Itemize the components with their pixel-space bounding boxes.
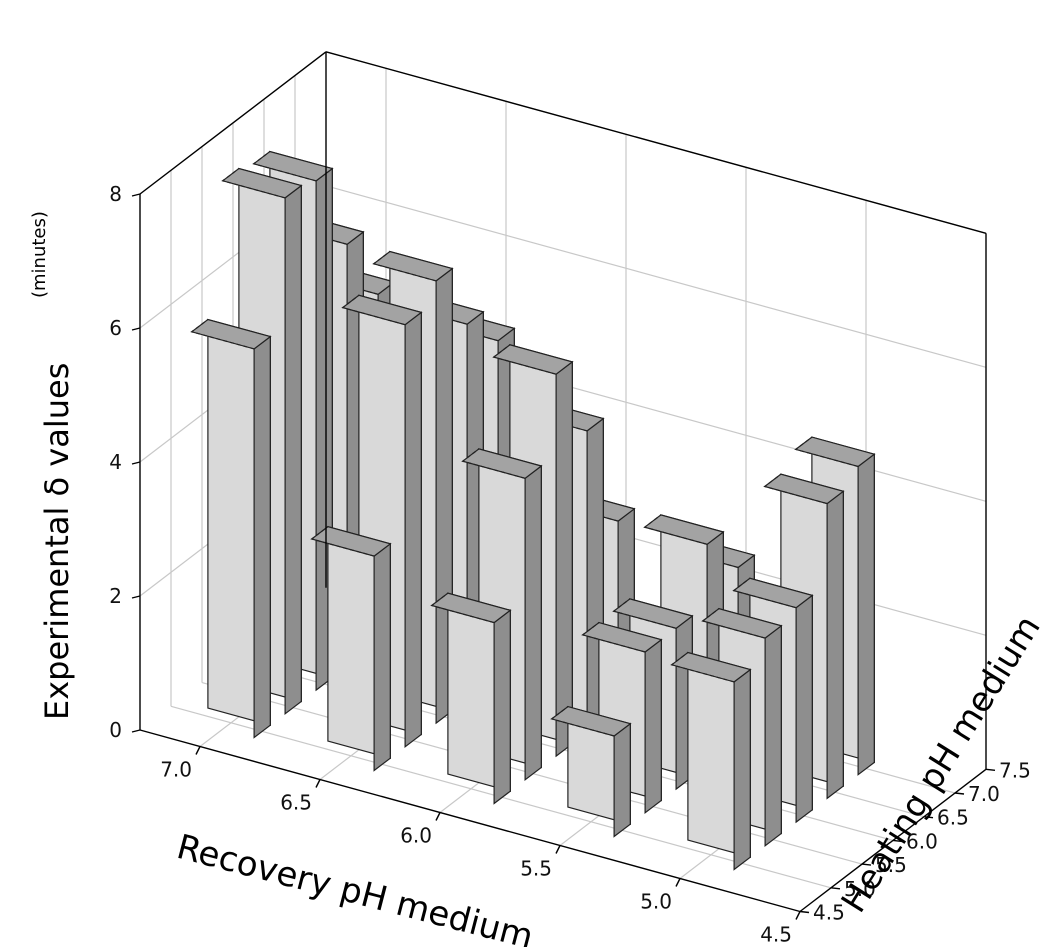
y-tick-label: 7.5 <box>999 758 1031 782</box>
bar <box>190 318 272 739</box>
x-tick-mark <box>555 845 561 854</box>
y-tick-label: 7.0 <box>968 782 1000 806</box>
bar-top-edge <box>550 706 615 737</box>
frame-edge <box>139 51 327 195</box>
bar-front-face <box>613 722 631 838</box>
bar-top-edge <box>612 598 677 629</box>
z-tick-label: 8 <box>109 182 122 206</box>
x-tick-label: 5.0 <box>640 890 672 914</box>
bar-top-edge <box>341 294 406 326</box>
y-tick-mark <box>799 910 810 914</box>
z-tick-mark <box>131 595 141 599</box>
bar-top-edge <box>794 436 859 468</box>
z-tick-mark <box>131 193 141 197</box>
z-tick-mark <box>131 327 141 331</box>
bar-front-face <box>284 184 302 716</box>
z-tick-label: 4 <box>109 450 122 474</box>
x-tick-mark <box>795 911 801 920</box>
bar-top-edge <box>461 448 526 479</box>
y-tick-label: 5.0 <box>844 877 876 901</box>
x-axis-title: Recovery pH medium <box>173 827 538 947</box>
bar-top-edge <box>763 473 828 505</box>
bar-front-face <box>764 624 782 848</box>
z-tick-label: 6 <box>109 316 122 340</box>
bar-top-edge <box>581 622 646 653</box>
y-tick-label: 4.5 <box>813 901 845 925</box>
y-tick-mark <box>923 816 934 819</box>
right-wall-gridline <box>325 185 987 368</box>
x-tick-mark <box>675 878 681 887</box>
bar-top-edge <box>372 251 437 282</box>
bar-top-edge <box>492 344 557 375</box>
ticks-layer: 024687.06.56.05.55.04.54.55.05.56.06.57.… <box>109 182 1031 947</box>
x-tick-label: 4.5 <box>760 923 792 947</box>
y-tick-label: 6.5 <box>937 806 969 830</box>
bar-front-face <box>493 609 511 805</box>
bar-front-face <box>826 490 844 800</box>
x-tick-label: 7.0 <box>160 758 192 782</box>
bar-front-face <box>733 668 751 871</box>
bar-top-edge <box>701 608 766 639</box>
bar <box>430 592 512 805</box>
y-tick-mark <box>830 887 841 890</box>
z-tick-mark <box>131 461 141 465</box>
bar-front-face <box>795 594 813 824</box>
z-tick-label: 0 <box>109 718 122 742</box>
bar-top-edge <box>252 151 317 182</box>
bar-front-face <box>404 311 422 749</box>
x-tick-label: 5.5 <box>520 857 552 881</box>
bar-front-face <box>555 360 573 758</box>
bar-top-edge <box>221 168 286 199</box>
y-tick-label: 5.5 <box>875 853 907 877</box>
bar-top-edge <box>670 652 735 683</box>
y-tick-mark <box>985 768 996 771</box>
bar <box>670 651 752 871</box>
bar-top-edge <box>190 319 255 350</box>
bar-top-edge <box>732 577 797 609</box>
y-tick-mark <box>861 863 872 866</box>
bar-front-face <box>857 452 875 776</box>
frame-edge <box>139 729 801 913</box>
x-tick-label: 6.5 <box>280 791 312 815</box>
y-tick-mark <box>892 839 903 843</box>
z-tick-label: 2 <box>109 584 122 608</box>
x-tick-mark <box>195 746 201 755</box>
bar-front-face <box>644 638 662 815</box>
frame-edge <box>325 51 987 234</box>
bar-top-edge <box>430 592 495 624</box>
x-tick-mark <box>315 779 321 788</box>
bar-top-edge <box>643 514 708 545</box>
z-tick-mark <box>131 729 141 733</box>
z-axis-title: Experimental δ values <box>38 363 76 720</box>
bar-front-face <box>524 464 542 782</box>
bars-layer <box>190 150 876 871</box>
x-tick-label: 6.0 <box>400 824 432 848</box>
frame-layer <box>139 51 987 913</box>
y-tick-label: 6.0 <box>906 829 938 853</box>
bar-front-face <box>373 542 391 772</box>
bar <box>550 705 632 838</box>
bar <box>310 525 392 772</box>
z-axis-unit: (minutes) <box>29 211 50 298</box>
bar-front-face <box>253 335 271 739</box>
x-tick-mark <box>435 812 441 821</box>
bar-top-edge <box>310 526 375 557</box>
y-tick-mark <box>954 792 965 795</box>
